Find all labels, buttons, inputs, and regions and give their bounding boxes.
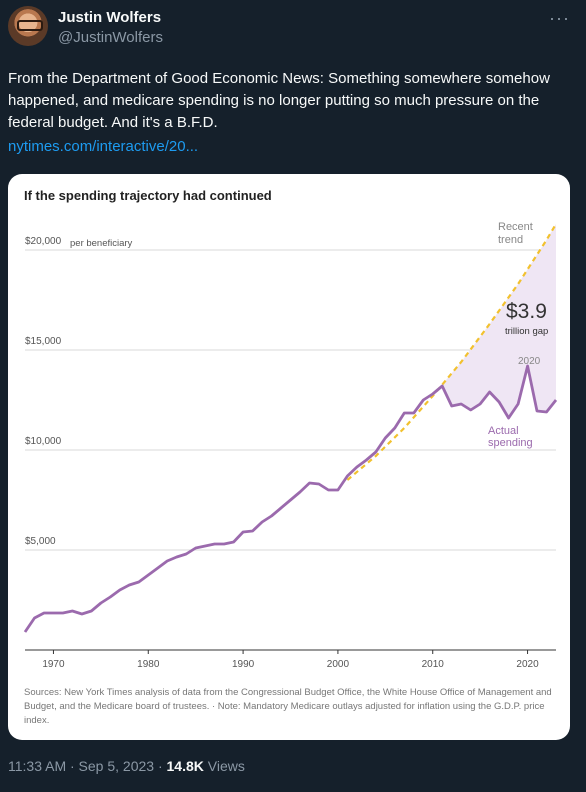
views-label: Views (203, 758, 245, 774)
y-tick-label-20000: $20,000 (25, 236, 62, 247)
gap-area (442, 224, 556, 418)
annotation-actual-1: Actual (488, 425, 519, 437)
x-tick-label-1980: 1980 (137, 659, 160, 670)
annotation-recent-2: trend (498, 234, 523, 246)
actual-spending-line (23, 364, 558, 633)
medicare-spending-chart: $20,000 $15,000 $10,000 $5,000 1970 1980 1990 2… (23, 221, 558, 670)
x-tick-label-1970: 1970 (42, 659, 65, 670)
x-tick-label-2000: 2000 (327, 659, 350, 670)
tweet-footer: 11:33 AM · Sep 5, 2023 · 14.8K Views (8, 758, 245, 774)
chart-sources: Sources: New York Times analysis of data… (24, 687, 552, 726)
y-tick-label-15000: $15,000 (25, 336, 62, 347)
annotation-2020: 2020 (518, 356, 541, 367)
annotation-actual-2: spending (488, 437, 533, 449)
x-tick-label-2020: 2020 (516, 659, 539, 670)
annotation-recent-1: Recent (498, 221, 533, 233)
author-handle[interactable]: @JustinWolfers (58, 29, 163, 46)
annotation-gap-label: trillion gap (505, 326, 548, 337)
y-tick-label-10000: $10,000 (25, 436, 62, 447)
ellipsis-icon[interactable]: ··· (549, 8, 570, 28)
x-tick-label-1990: 1990 (232, 659, 255, 670)
avatar[interactable] (8, 6, 48, 46)
x-tick-label-2010: 2010 (422, 659, 445, 670)
trend-line (346, 223, 557, 481)
y-tick-label-5000: $5,000 (25, 536, 56, 547)
chart-card[interactable]: If the spending trajectory had continued… (8, 174, 570, 740)
author-name[interactable]: Justin Wolfers (58, 9, 162, 26)
y-unit-note: per beneficiary (70, 238, 133, 249)
annotation-gap-value: $3.9 (506, 300, 547, 323)
timestamp[interactable]: 11:33 AM · Sep 5, 2023 · (8, 758, 167, 774)
tweet-text: From the Department of Good Economic New… (8, 70, 550, 131)
chart-title: If the spending trajectory had continued (24, 188, 272, 203)
article-link[interactable]: nytimes.com/interactive/20... (8, 138, 199, 155)
views-count: 14.8K (166, 758, 204, 774)
tweet-header: Justin Wolfers @JustinWolfers ··· (8, 6, 578, 54)
